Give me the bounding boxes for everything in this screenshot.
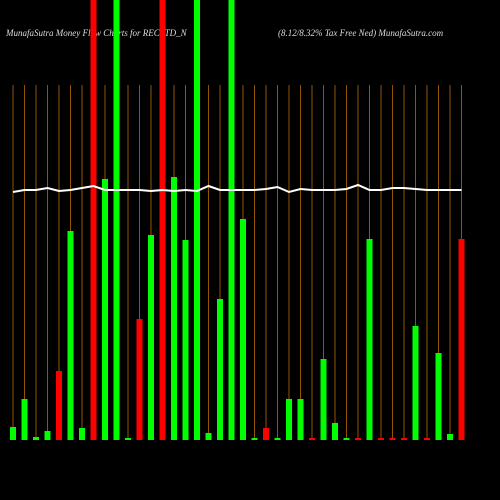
bar [159, 0, 166, 440]
bar [458, 239, 465, 440]
bar [274, 438, 281, 440]
bar [378, 438, 384, 440]
bar [10, 427, 16, 440]
bar [240, 219, 246, 440]
bar [67, 231, 74, 440]
bar [435, 353, 442, 440]
bar [21, 399, 28, 440]
bar [309, 438, 315, 440]
bar [79, 428, 85, 440]
bar [447, 434, 453, 440]
bar [286, 399, 292, 440]
money-flow-line [12, 183, 462, 194]
bar [389, 438, 396, 440]
bar [44, 431, 51, 440]
bar [320, 359, 327, 440]
bar [424, 438, 430, 440]
bar [125, 438, 131, 440]
bar [136, 319, 143, 440]
bar [355, 438, 361, 440]
bar [251, 438, 258, 440]
bar [194, 0, 200, 440]
bar [113, 0, 120, 440]
bar [171, 177, 177, 440]
bar [297, 399, 304, 440]
bar [401, 438, 407, 440]
bar [332, 423, 338, 440]
bar [228, 0, 235, 440]
bar [182, 240, 189, 440]
bar [90, 0, 97, 440]
bar [205, 433, 212, 440]
bar [343, 438, 350, 440]
bar [217, 299, 223, 440]
bar [148, 235, 154, 440]
bar [366, 239, 373, 440]
bar [412, 326, 419, 440]
bar [263, 428, 269, 440]
bar [33, 437, 39, 440]
bar [56, 371, 62, 440]
chart-subtitle: (8.12/8.32% Tax Free Ned) MunafaSutra.co… [278, 28, 444, 38]
bar [102, 179, 108, 440]
